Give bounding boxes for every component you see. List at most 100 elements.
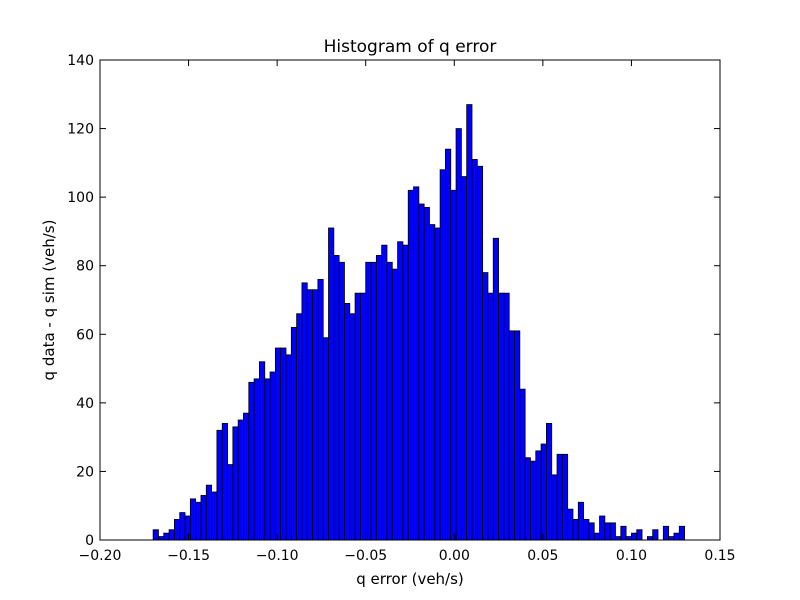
histogram-bar: [625, 536, 632, 541]
histogram-bar: [487, 292, 494, 541]
histogram-bar: [189, 498, 197, 541]
y-tick-label: 0: [85, 533, 94, 549]
histogram-bar: [646, 536, 654, 541]
histogram-bar: [200, 495, 207, 541]
y-tick-label: 60: [76, 327, 94, 343]
histogram-bar: [492, 237, 499, 541]
histogram-bar: [418, 203, 425, 541]
histogram-bar: [391, 268, 398, 541]
histogram-bar: [328, 227, 335, 541]
histogram-bar: [429, 224, 436, 541]
histogram-bar: [572, 519, 579, 541]
x-axis-label: q error (veh/s): [356, 570, 464, 588]
histogram-bar: [274, 347, 282, 541]
histogram-bar: [567, 508, 574, 541]
histogram-bar: [152, 529, 159, 541]
y-tick-label: 40: [76, 396, 94, 412]
x-tick-label: 0.00: [439, 548, 470, 564]
histogram-bar: [312, 289, 319, 541]
histogram-bar: [609, 522, 616, 541]
histogram-bar: [296, 313, 303, 541]
x-tick-label: −0.15: [167, 548, 210, 564]
x-tick-label: −0.05: [344, 548, 387, 564]
histogram-bar: [583, 519, 590, 541]
y-tick-label: 20: [76, 464, 94, 480]
y-tick-label: 120: [67, 122, 94, 138]
histogram-bar: [678, 525, 685, 541]
y-tick-label: 140: [67, 53, 94, 69]
histogram-bar: [237, 419, 244, 541]
histogram-bar: [445, 148, 452, 541]
histogram-bar: [179, 512, 186, 541]
histogram-bar: [662, 525, 670, 541]
histogram-bar: [519, 388, 526, 541]
histogram-bar: [407, 189, 414, 541]
histogram-bar: [216, 429, 223, 541]
histogram-bar: [636, 529, 643, 541]
histogram-bar: [604, 522, 611, 541]
histogram-bar: [397, 241, 404, 541]
histogram-bar: [620, 525, 627, 541]
histogram-bar: [173, 519, 181, 541]
histogram-bar: [455, 128, 462, 541]
histogram-bar: [365, 261, 372, 541]
histogram-bar: [163, 532, 170, 541]
histogram-bar: [158, 536, 165, 541]
histogram-bar: [471, 159, 478, 541]
histogram-bar: [290, 327, 298, 541]
histogram-bar: [370, 261, 377, 541]
histogram-bar: [524, 457, 531, 541]
x-tick-label: −0.10: [256, 548, 299, 564]
histogram-bar: [450, 189, 457, 541]
histogram-bar: [673, 532, 680, 541]
histogram-bar: [508, 330, 515, 541]
histogram-bar: [503, 292, 510, 541]
histogram-bar: [482, 272, 489, 541]
x-tick-label: 0.05: [527, 548, 558, 564]
histogram-bar: [227, 464, 234, 541]
histogram-bar: [561, 453, 569, 541]
y-tick-label: 80: [76, 259, 94, 275]
y-tick-label: 100: [67, 190, 94, 206]
histogram-bar: [205, 484, 213, 541]
histogram-bar: [232, 426, 239, 541]
x-tick-label: −0.20: [79, 548, 122, 564]
histogram-bar: [668, 536, 675, 541]
histogram-bar: [498, 292, 505, 541]
histogram-bar: [652, 529, 659, 541]
x-tick-label: 0.10: [616, 548, 647, 564]
histogram-bar: [460, 176, 468, 541]
y-axis-label: q data - q sim (veh/s): [40, 220, 58, 381]
histogram-bar: [280, 347, 287, 541]
histogram-bar: [556, 453, 563, 541]
histogram-bar: [577, 501, 584, 541]
histogram-bar: [530, 460, 537, 541]
histogram-bar: [359, 292, 367, 541]
histogram-bar: [338, 261, 345, 541]
histogram-bar: [168, 529, 175, 541]
histogram-bar: [540, 443, 547, 541]
histogram-bar: [322, 337, 329, 541]
histogram-bar: [349, 313, 356, 541]
histogram-bar: [466, 104, 473, 541]
plot-frame: [99, 59, 721, 541]
histogram-bar: [264, 378, 271, 541]
histogram-bar: [535, 450, 542, 541]
histogram-bar: [259, 361, 266, 541]
histogram-bar: [344, 303, 351, 541]
histogram-bar: [306, 289, 313, 541]
histogram-bar: [413, 186, 420, 541]
histogram-bar: [599, 515, 606, 541]
histogram-bar: [615, 536, 622, 541]
histogram-bar: [434, 227, 441, 541]
x-tick-label: 0.15: [704, 548, 735, 564]
histogram-bar: [317, 279, 324, 541]
histogram-bar: [546, 423, 553, 541]
histogram-bar: [593, 532, 600, 541]
chart-title: Histogram of q error: [324, 37, 497, 57]
histogram-bar: [476, 165, 484, 541]
histogram-bar: [439, 169, 446, 541]
histogram-bar: [402, 244, 409, 541]
histogram-bar: [269, 371, 276, 541]
